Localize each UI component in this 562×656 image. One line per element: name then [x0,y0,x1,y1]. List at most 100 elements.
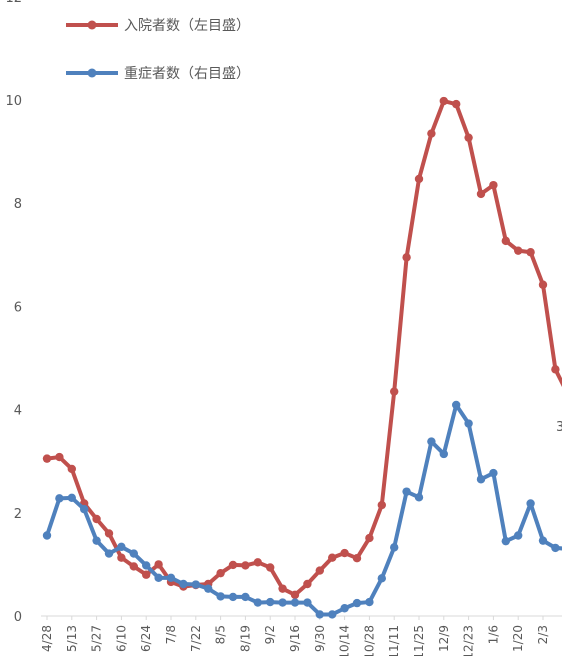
data-point [365,533,374,543]
legend-label: 入院者数（左目盛） [124,18,250,34]
data-point [427,129,436,138]
data-point [204,584,213,593]
data-point [452,99,461,109]
data-point [92,514,101,524]
data-point [55,494,64,503]
x-tick-label: 9/2 [263,625,277,644]
y-axis: 0 2 4 6 8 10 12 [5,0,22,625]
x-tick-label: 8/5 [214,625,228,644]
x-tick-label: 9/30 [313,625,327,652]
data-point [526,248,535,257]
data-point [501,236,510,246]
x-tick-label: 5/13 [65,625,79,652]
x-axis: 4/28 5/13 5/27 6/10 6/24 7/8 7/22 8/5 8/19 9/2 9/1… [40,616,550,656]
data-point [328,610,337,619]
data-point [241,592,250,602]
data-point [402,487,411,496]
x-tick-label: 8/19 [238,625,252,652]
data-point [117,553,126,562]
data-point [551,365,560,374]
data-point [439,449,448,459]
data-point [365,597,374,607]
y-tick-label: 4 [14,404,22,419]
data-point [303,598,312,607]
data-point [514,246,523,255]
legend: 入院者数（左目盛） 重症者数（右目盛） [66,18,250,82]
y-tick-label: 6 [14,300,22,315]
data-point [476,475,486,484]
x-tick-label: 6/24 [139,625,153,652]
data-point [67,493,77,503]
data-point [191,580,200,589]
y-tick-label: 10 [5,94,22,109]
data-point [142,561,151,570]
data-point [154,560,163,569]
data-point [154,573,163,583]
y-tick-label: 8 [14,197,22,212]
data-point [104,549,114,558]
data-point [42,531,52,540]
annotations: 3 [556,420,562,435]
data-point [92,536,101,545]
data-point [104,529,114,538]
data-point [266,597,275,607]
data-point [216,568,225,578]
y-tick-label: 0 [14,610,22,625]
data-point [142,570,151,579]
data-point [414,493,424,502]
data-point [414,174,424,184]
x-tick-label: 11/25 [412,625,426,656]
data-point [352,554,362,563]
x-tick-label: 2/3 [536,625,550,644]
data-point [228,560,238,570]
data-point [538,536,548,545]
data-point [489,468,498,478]
data-point [241,561,250,570]
data-point [390,387,399,396]
data-point [80,504,89,514]
y-tick-label: 12 [5,0,22,6]
legend-swatch-marker [87,20,97,30]
data-point [253,558,262,567]
data-point [266,563,275,572]
data-label: 3 [556,420,562,435]
x-tick-label: 1/6 [486,625,500,644]
data-point [303,579,312,589]
data-point [129,562,138,571]
data-point [427,437,436,446]
data-point [328,553,337,562]
data-point [464,419,473,428]
x-tick-label: 12/23 [462,625,476,656]
data-point [390,543,399,552]
data-point [166,573,176,583]
data-point [315,566,324,575]
data-point [439,96,448,106]
data-point [216,592,225,601]
data-point [179,579,188,589]
data-point [464,133,473,142]
data-point [452,400,461,410]
data-point [278,598,287,607]
data-point [340,548,349,558]
data-point [352,598,362,608]
x-tick-label: 12/9 [437,625,451,652]
data-point [67,464,77,474]
data-point [290,590,300,600]
data-point [253,598,262,607]
data-point [377,574,386,583]
data-point [526,499,535,508]
data-point [514,531,523,540]
data-point [315,610,324,619]
data-point [42,454,52,463]
data-point [278,584,287,593]
x-tick-label: 7/22 [189,625,203,652]
data-point [117,542,126,552]
plot-area [42,96,562,619]
x-tick-label: 5/27 [90,625,104,652]
data-point [340,604,349,613]
data-point [551,543,560,553]
data-point [129,549,138,558]
x-tick-label: 4/28 [40,625,54,652]
x-tick-label: 10/14 [338,625,352,656]
